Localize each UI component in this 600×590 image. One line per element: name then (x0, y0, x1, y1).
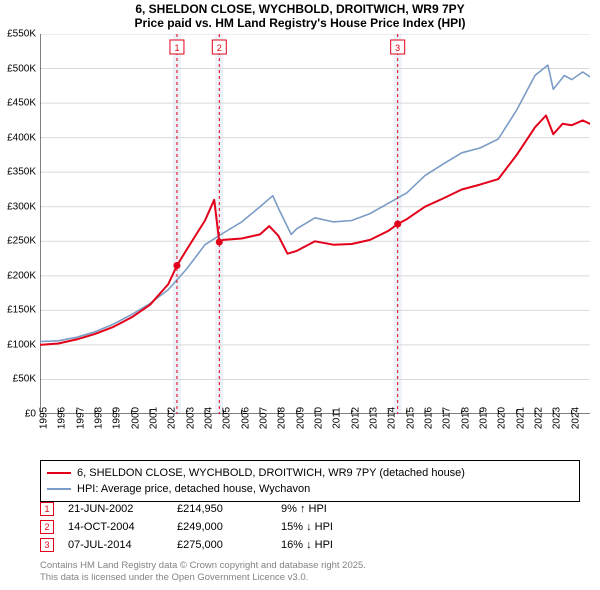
y-tick-label: £250K (0, 236, 36, 247)
chart-svg: 1 2 3 (40, 34, 590, 414)
x-tick-label: 1997 (75, 407, 86, 429)
sales-row: 3 07-JUL-2014 £275,000 16% ↓ HPI (40, 536, 580, 554)
x-tick-label: 2002 (167, 407, 178, 429)
y-tick-label: £450K (0, 98, 36, 109)
x-tick-label: 2021 (515, 407, 526, 429)
x-tick-label: 2009 (295, 407, 306, 429)
x-tick-label: 2005 (222, 407, 233, 429)
footer-line2: This data is licensed under the Open Gov… (40, 572, 366, 584)
footer-line1: Contains HM Land Registry data © Crown c… (40, 560, 366, 572)
legend-swatch-hpi (47, 488, 71, 490)
legend-row: HPI: Average price, detached house, Wych… (47, 481, 573, 497)
x-tick-label: 2003 (185, 407, 196, 429)
chart-title-line2: Price paid vs. HM Land Registry's House … (0, 16, 600, 30)
sales-row: 2 14-OCT-2004 £249,000 15% ↓ HPI (40, 518, 580, 536)
legend-label: HPI: Average price, detached house, Wych… (77, 483, 310, 495)
sale-pct: 16% ↓ HPI (281, 539, 361, 551)
y-tick-label: £300K (0, 201, 36, 212)
sales-table: 1 21-JUN-2002 £214,950 9% ↑ HPI 2 14-OCT… (40, 500, 580, 554)
x-tick-label: 2017 (442, 407, 453, 429)
svg-text:1: 1 (174, 43, 179, 53)
sale-date: 07-JUL-2014 (68, 539, 163, 551)
legend-label: 6, SHELDON CLOSE, WYCHBOLD, DROITWICH, W… (77, 467, 465, 479)
sale-pct: 15% ↓ HPI (281, 521, 361, 533)
legend-swatch-subject (47, 472, 71, 474)
x-tick-label: 2015 (405, 407, 416, 429)
x-tick-label: 1995 (39, 407, 50, 429)
chart-title-line1: 6, SHELDON CLOSE, WYCHBOLD, DROITWICH, W… (0, 2, 600, 16)
y-tick-label: £550K (0, 29, 36, 40)
legend: 6, SHELDON CLOSE, WYCHBOLD, DROITWICH, W… (40, 460, 580, 502)
x-tick-label: 2010 (314, 407, 325, 429)
legend-row: 6, SHELDON CLOSE, WYCHBOLD, DROITWICH, W… (47, 465, 573, 481)
y-tick-label: £350K (0, 167, 36, 178)
sale-marker-icon: 3 (40, 538, 54, 552)
sale-pct: 9% ↑ HPI (281, 503, 361, 515)
sale-price: £275,000 (177, 539, 267, 551)
y-tick-label: £0 (0, 409, 36, 420)
x-tick-label: 2012 (350, 407, 361, 429)
sale-price: £214,950 (177, 503, 267, 515)
y-tick-label: £500K (0, 63, 36, 74)
x-tick-label: 2014 (387, 407, 398, 429)
y-tick-label: £150K (0, 305, 36, 316)
x-tick-label: 2024 (570, 407, 581, 429)
sale-price: £249,000 (177, 521, 267, 533)
x-tick-label: 2022 (534, 407, 545, 429)
x-tick-label: 2004 (204, 407, 215, 429)
sale-date: 14-OCT-2004 (68, 521, 163, 533)
y-tick-label: £50K (0, 374, 36, 385)
x-tick-label: 2001 (149, 407, 160, 429)
sale-date: 21-JUN-2002 (68, 503, 163, 515)
chart-area: 123 £0£50K£100K£150K£200K£250K£300K£350K… (40, 34, 590, 414)
y-tick-label: £100K (0, 339, 36, 350)
svg-text:3: 3 (395, 43, 400, 53)
x-tick-label: 2013 (369, 407, 380, 429)
chart-title-block: 6, SHELDON CLOSE, WYCHBOLD, DROITWICH, W… (0, 0, 600, 32)
x-tick-label: 1999 (112, 407, 123, 429)
x-tick-label: 2006 (240, 407, 251, 429)
x-tick-label: 2007 (259, 407, 270, 429)
x-tick-label: 2018 (460, 407, 471, 429)
x-tick-label: 1996 (57, 407, 68, 429)
footer-note: Contains HM Land Registry data © Crown c… (40, 560, 366, 584)
x-tick-label: 2000 (130, 407, 141, 429)
x-tick-label: 2008 (277, 407, 288, 429)
x-tick-label: 2011 (332, 407, 343, 429)
x-tick-label: 1998 (94, 407, 105, 429)
sales-row: 1 21-JUN-2002 £214,950 9% ↑ HPI (40, 500, 580, 518)
sale-marker-icon: 1 (40, 502, 54, 516)
y-tick-label: £400K (0, 132, 36, 143)
x-tick-label: 2023 (552, 407, 563, 429)
x-tick-label: 2019 (479, 407, 490, 429)
sale-marker-icon: 2 (40, 520, 54, 534)
x-tick-label: 2020 (497, 407, 508, 429)
svg-text:2: 2 (217, 43, 222, 53)
y-tick-label: £200K (0, 270, 36, 281)
x-tick-label: 2016 (424, 407, 435, 429)
